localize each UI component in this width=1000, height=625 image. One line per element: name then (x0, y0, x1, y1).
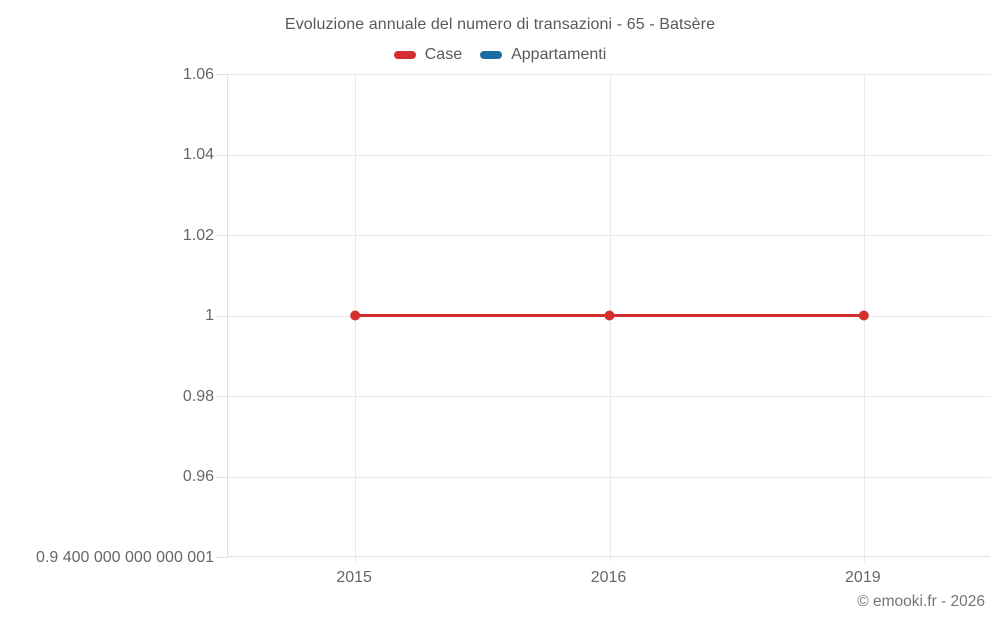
data-point-case[interactable] (604, 310, 615, 321)
data-point-case[interactable] (858, 310, 869, 321)
x-axis-tick-label: 2015 (336, 569, 372, 586)
y-axis-tick-label: 1.06 (182, 65, 214, 83)
legend-swatch-appartamenti-icon (480, 51, 503, 59)
legend-item-case[interactable]: Case (393, 46, 463, 64)
y-axis-tick-icon (216, 396, 227, 397)
y-axis-tick-label: 0.9 400 000 000 000 001 (36, 548, 214, 566)
y-axis-tick-label: 0.96 (182, 468, 214, 485)
y-axis-tick-label: 1.04 (182, 146, 214, 163)
y-axis-tick-label: 0.98 (182, 387, 214, 405)
y-axis-tick-label: 1 (205, 307, 214, 324)
chart-title: Evoluzione annuale del numero di transaz… (284, 16, 716, 33)
y-axis-tick-label: 1.02 (182, 226, 214, 244)
y-axis-tick-icon (216, 235, 227, 236)
plot-area (227, 74, 991, 562)
x-axis-tick-label: 2016 (590, 569, 627, 586)
legend-swatch-case-icon (393, 51, 416, 59)
series-layer (350, 310, 869, 321)
y-axis-tick-icon (216, 557, 227, 558)
data-point-case[interactable] (350, 310, 361, 321)
legend-label-case: Case (424, 46, 463, 63)
legend-label-appartamenti: Appartamenti (511, 46, 607, 63)
y-axis-tick-icon (216, 476, 227, 478)
copyright-watermark: © emooki.fr - 2026 (857, 593, 985, 610)
x-axis-tick-label: 2019 (845, 569, 881, 586)
y-axis-tick-icon (216, 74, 227, 75)
legend: Case Appartamenti (0, 46, 1000, 64)
y-axis-tick-icon (216, 154, 227, 156)
legend-item-appartamenti[interactable]: Appartamenti (480, 46, 606, 64)
y-axis-tick-icon (216, 315, 227, 317)
